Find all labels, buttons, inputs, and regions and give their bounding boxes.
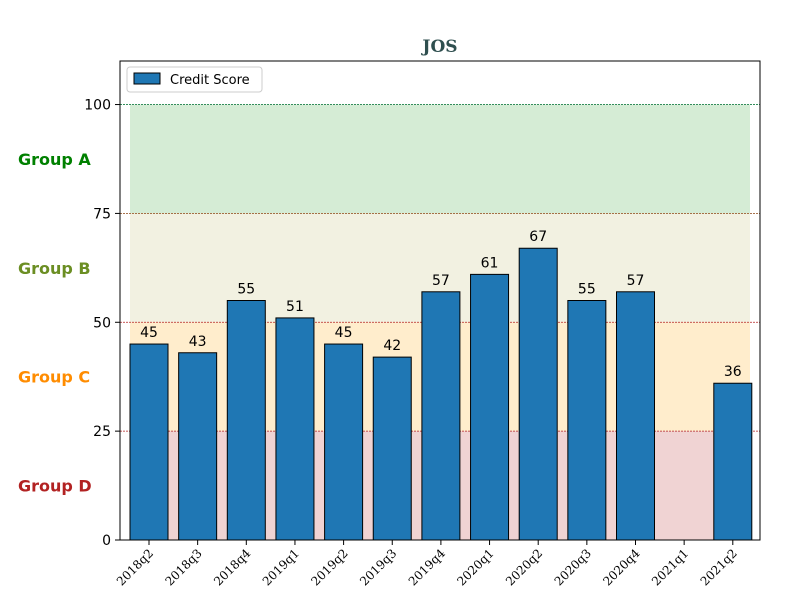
- x-tick-label: 2019q3: [357, 546, 399, 588]
- data-label: 51: [286, 299, 304, 315]
- legend-box: [126, 66, 263, 93]
- chart-title: JOS: [420, 37, 457, 57]
- plot-frame: [119, 60, 761, 541]
- bar: [372, 356, 412, 541]
- y-axis: 0 25 50 75 100: [84, 98, 120, 549]
- x-tick-label: 2020q4: [600, 546, 643, 589]
- x-tick-label: 2021q1: [649, 546, 691, 588]
- bar: [616, 291, 655, 541]
- y-tick-label: 25: [93, 424, 111, 440]
- x-tick-label: 2020q1: [454, 546, 496, 588]
- data-label: 67: [529, 229, 547, 245]
- group-labels: Group A Group B Group C Group D: [18, 150, 92, 496]
- legend: Credit Score: [126, 66, 263, 93]
- bar: [324, 343, 364, 541]
- bar: [421, 291, 461, 541]
- data-label: 57: [432, 273, 450, 289]
- y-tick-label: 100: [84, 98, 111, 114]
- bar: [178, 352, 218, 541]
- data-label: 55: [237, 282, 255, 298]
- bar: [518, 247, 558, 541]
- group-label: Group B: [18, 259, 91, 278]
- x-tick-label: 2019q2: [308, 546, 350, 588]
- data-label: 42: [383, 338, 401, 354]
- group-label: Group D: [18, 477, 92, 496]
- x-tick-label: 2018q3: [162, 546, 204, 588]
- x-tick-label: 2021q2: [698, 546, 740, 588]
- bar: [713, 382, 753, 541]
- x-axis: 2018q2 2018q3 2018q4 2019q1 2019q2 2019q3 2019…: [114, 540, 740, 589]
- x-tick-label: 2018q2: [114, 546, 156, 588]
- legend-label: Credit Score: [170, 73, 250, 88]
- x-tick-label: 2018q4: [211, 546, 254, 589]
- data-label: 43: [189, 334, 207, 350]
- x-tick-label: 2019q4: [406, 546, 449, 589]
- bar: [567, 300, 607, 541]
- bar: [470, 273, 510, 541]
- data-label: 36: [724, 364, 742, 380]
- legend-swatch: [133, 72, 161, 85]
- group-label: Group C: [18, 368, 90, 387]
- group-label: Group A: [18, 150, 91, 169]
- bars: [129, 247, 753, 541]
- data-label: 61: [481, 255, 499, 271]
- band-group-a: [130, 104, 750, 214]
- bar: [275, 317, 315, 541]
- data-label: 45: [335, 325, 353, 341]
- y-tick-label: 75: [93, 206, 111, 222]
- x-tick-label: 2020q3: [552, 546, 594, 588]
- y-tick-label: 50: [93, 315, 111, 331]
- data-label: 55: [578, 282, 596, 298]
- y-tick-label: 0: [102, 533, 111, 549]
- data-labels: 45 43 55 51 45 42 57 61 67 55 57 36: [140, 229, 742, 380]
- data-label: 57: [627, 273, 645, 289]
- data-label: 45: [140, 325, 158, 341]
- bar: [226, 300, 266, 541]
- x-tick-label: 2019q1: [260, 546, 302, 588]
- bar: [129, 343, 169, 541]
- x-tick-label: 2020q2: [503, 546, 545, 588]
